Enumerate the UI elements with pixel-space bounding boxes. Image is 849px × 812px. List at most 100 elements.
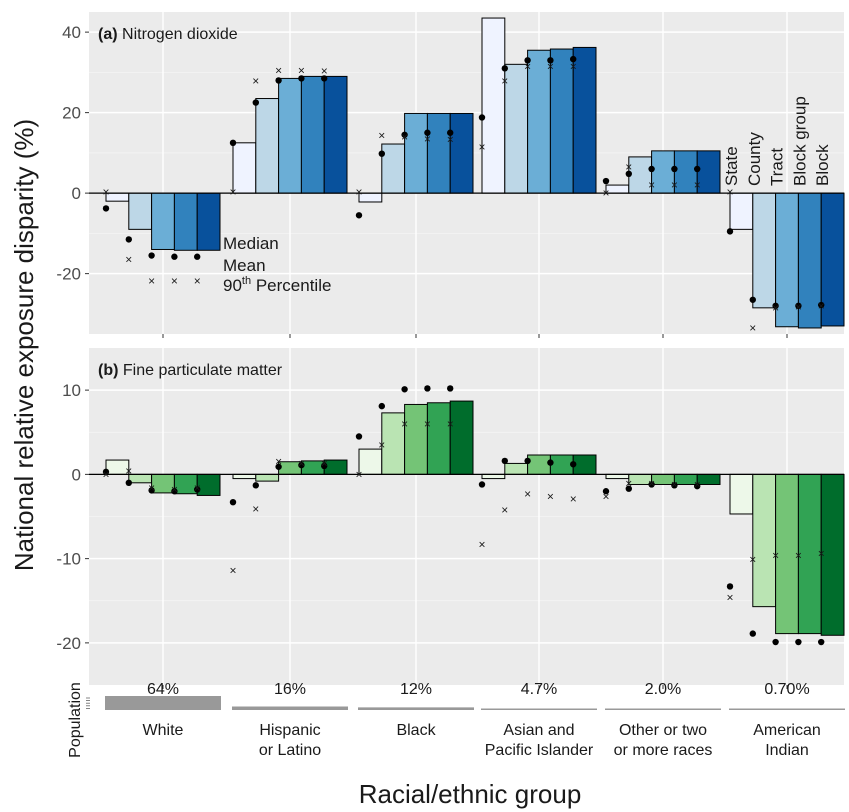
panel-b-p90-point: × xyxy=(570,492,577,506)
panel-a-title: (a) Nitrogen dioxide xyxy=(98,26,238,43)
panel-a-median-point xyxy=(671,165,678,173)
panel-b-bar xyxy=(504,462,529,475)
panel-b-title: (b) Fine particulate matter xyxy=(98,362,283,379)
panel-a-bar xyxy=(426,112,451,194)
panel-a-median-point xyxy=(252,99,259,106)
panel-a-median-point xyxy=(355,212,363,219)
panel-a-median-point xyxy=(194,253,201,260)
panel-a-p90-point: × xyxy=(252,74,259,88)
panel-a-median-point xyxy=(648,165,655,173)
population-value: 64% xyxy=(147,681,179,698)
panel-a-p90-point: × xyxy=(148,274,155,288)
panel-b-p90-point: × xyxy=(818,547,825,561)
panel-a-median-point xyxy=(298,75,305,82)
panel-a-median-point xyxy=(694,165,701,173)
population-value: 16% xyxy=(274,681,306,698)
panel-b-bar xyxy=(729,473,754,515)
panel-b-p90-point: × xyxy=(772,548,779,562)
panel-a-median-point xyxy=(424,129,431,136)
panel-b-median-point xyxy=(355,433,363,440)
panel-b-p90-point: × xyxy=(148,481,155,495)
panel-b-median-point xyxy=(501,457,508,465)
panel-a-p90-point: × xyxy=(298,63,305,77)
panel-b-p90-point: × xyxy=(478,537,485,551)
panel-a-median-point xyxy=(171,253,178,260)
panel-a-y-tick-label: 20 xyxy=(62,104,81,123)
panel-a-bar xyxy=(449,112,474,194)
panel-a-p90-point: × xyxy=(795,300,802,314)
panel-b-bar xyxy=(232,473,257,480)
panel-a-p90-point: × xyxy=(401,130,408,144)
population-bar xyxy=(232,706,348,710)
panel-a-median-point xyxy=(378,150,385,157)
population-bar xyxy=(481,708,597,710)
x-tick-label: Asian and Pacific Islander xyxy=(485,722,594,759)
scale-label: County xyxy=(745,132,764,186)
panel-a-p90-point: × xyxy=(321,64,328,78)
panel-b-p90-point: × xyxy=(625,477,632,491)
panel-a-median-point xyxy=(524,57,531,64)
panel-b-p90-point: × xyxy=(125,464,132,478)
population-bar xyxy=(358,707,474,710)
panel-a-p90-point: × xyxy=(648,178,655,192)
panel-b-bar xyxy=(572,454,597,475)
panel-b-y-tick-label: -20 xyxy=(56,634,81,653)
panel-a-p90-point: × xyxy=(501,74,508,88)
panel-b-median-point xyxy=(378,402,385,410)
panel-b-bar xyxy=(404,403,428,475)
population-value: 0.70% xyxy=(764,681,809,698)
y-axis-title: National relative exposure disparity (%) xyxy=(9,119,39,571)
panel-b-median-point xyxy=(321,462,328,470)
panel-a-y-tick-label: 40 xyxy=(62,23,81,42)
panel-b-p90-point: × xyxy=(378,438,385,452)
panel-a-p90-point: × xyxy=(378,129,385,143)
panel-a-median-point xyxy=(447,129,454,136)
panel-b-median-point xyxy=(570,461,577,468)
panel-b-p90-point: × xyxy=(171,483,178,497)
panel-b-median-point xyxy=(125,479,132,486)
panel-b-p90-point: × xyxy=(424,417,431,431)
legend-p90-label: 90th Percentile xyxy=(223,275,331,295)
x-tick-label: American Indian xyxy=(753,722,821,759)
panel-a-median-point xyxy=(547,57,554,64)
panel-b-bar xyxy=(527,454,551,475)
x-tick-label: Black xyxy=(396,722,436,739)
panel-a-median-point xyxy=(795,302,802,310)
panel-a-median-point xyxy=(749,296,756,303)
population-value: 12% xyxy=(400,681,432,698)
panel-b-p90-point: × xyxy=(102,467,109,481)
panel-b-median-point xyxy=(524,457,531,465)
panel-b-p90-point: × xyxy=(524,487,531,501)
panel-b-median-point xyxy=(229,498,237,506)
panel-b-p90-point: × xyxy=(501,503,508,517)
panel-b-bar xyxy=(426,402,451,475)
panel-a-bar xyxy=(173,192,198,251)
panel-a-bar xyxy=(752,192,777,309)
x-tick-label: Other or two or more races xyxy=(614,722,713,759)
panel-b-p90-point: × xyxy=(694,477,701,491)
legend-median-label: Median xyxy=(223,234,279,253)
panel-a-median-point xyxy=(818,301,825,309)
panel-b-median-point xyxy=(772,638,779,646)
population-bar xyxy=(729,708,845,710)
panel-a-median-point xyxy=(229,139,237,147)
panel-b-median-point xyxy=(795,638,802,646)
panel-b-median-point xyxy=(252,482,259,489)
scale-label: Block group xyxy=(790,96,809,186)
population-label: Population xyxy=(67,682,84,758)
scale-label: Block xyxy=(813,144,832,186)
panel-a-bar xyxy=(404,112,428,194)
panel-b-p90-point: × xyxy=(447,417,454,431)
legend-mean-label: Mean xyxy=(223,256,266,275)
panel-a-p90-point: × xyxy=(570,59,577,73)
panel-a-bar xyxy=(255,98,280,194)
panel-a-p90-point: × xyxy=(602,186,609,200)
panel-b-p90-point: × xyxy=(355,467,362,481)
panel-b-median-point xyxy=(194,486,201,493)
panel-a-p90-point: × xyxy=(818,299,825,313)
panel-a-y-tick-label: -20 xyxy=(56,265,81,284)
panel-b-median-point xyxy=(275,463,282,470)
panel-a-bar xyxy=(481,17,506,194)
panel-a-p90-point: × xyxy=(772,301,779,315)
